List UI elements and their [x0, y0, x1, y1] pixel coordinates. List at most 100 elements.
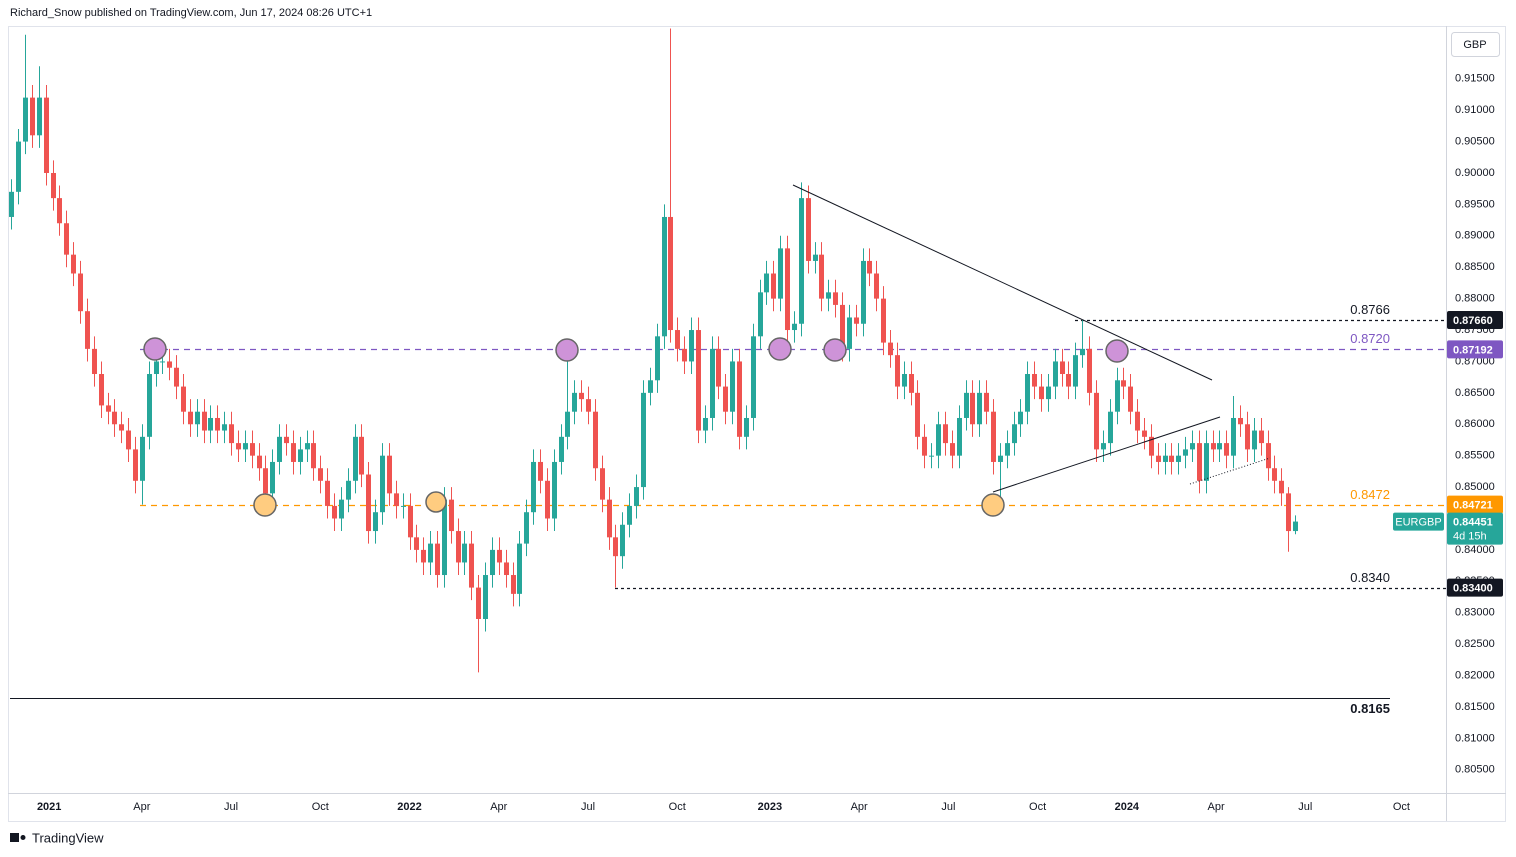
candle-body	[861, 260, 866, 324]
x-tick-label: Jul	[581, 801, 595, 813]
candle-body	[1238, 417, 1243, 425]
candle-body	[881, 298, 886, 343]
candle-body	[998, 455, 1003, 462]
candle-body	[1217, 443, 1222, 450]
candle-body	[675, 330, 680, 349]
candle-body	[689, 330, 694, 362]
candle-body	[1272, 468, 1277, 481]
candle-body	[792, 323, 797, 331]
x-tick-label: Oct	[1393, 801, 1410, 813]
candle-body	[133, 449, 138, 481]
candle-body	[943, 424, 948, 444]
candle-body	[854, 317, 859, 324]
candle-body	[1012, 424, 1017, 444]
candle-body	[1286, 493, 1291, 532]
candle-body	[469, 543, 474, 588]
price-tag-label: 0.83400	[1453, 582, 1493, 594]
candle-body	[511, 575, 516, 594]
touch-marker	[555, 338, 579, 362]
candle-body	[764, 273, 769, 293]
y-tick-label: 0.85500	[1455, 450, 1495, 462]
footer: TradingView	[32, 830, 104, 845]
candle-body	[1087, 348, 1092, 393]
candle-body	[758, 292, 763, 337]
candle-body	[456, 531, 461, 563]
candle-body	[586, 399, 591, 412]
candle-body	[421, 549, 426, 563]
x-tick-label: Apr	[490, 801, 507, 813]
candle-body	[813, 254, 818, 261]
candle-body	[545, 480, 550, 519]
candle-body	[9, 191, 14, 217]
level-label: 0.8766	[1350, 302, 1390, 317]
candle-body	[833, 292, 838, 305]
candle-body	[195, 411, 200, 425]
candle-body	[483, 575, 488, 619]
x-tick-label: 2023	[758, 801, 782, 813]
candle-body	[751, 336, 756, 418]
candle-body	[263, 468, 268, 494]
drawings	[10, 319, 1446, 699]
x-tick-label: Jul	[941, 801, 955, 813]
candle-body	[1080, 348, 1085, 356]
candle-body	[922, 436, 927, 456]
candle-body	[112, 411, 117, 425]
x-tick-label: Jul	[224, 801, 238, 813]
candle-body	[1149, 436, 1154, 456]
candle-body	[957, 417, 962, 456]
candle-body	[1115, 380, 1120, 412]
candle-body	[552, 461, 557, 519]
candle-body	[888, 342, 893, 356]
candle-body	[325, 480, 330, 506]
candle-body	[504, 562, 509, 576]
candle-body	[1163, 455, 1168, 462]
y-tick-label: 0.88000	[1455, 293, 1495, 305]
candle-body	[620, 524, 625, 557]
y-tick-label: 0.90500	[1455, 135, 1495, 147]
y-tick-label: 0.82500	[1455, 638, 1495, 650]
trend-line	[792, 184, 1213, 381]
touch-marker	[143, 337, 167, 361]
trend-line	[992, 416, 1221, 493]
candle-body	[428, 543, 433, 563]
candle-body	[744, 417, 749, 437]
last-price-tag	[1447, 512, 1503, 545]
candle-body	[119, 424, 124, 431]
symbol-tag	[1393, 512, 1444, 531]
candle-body	[497, 549, 502, 563]
candle-body	[1231, 417, 1236, 456]
last-price-label: 0.84451	[1453, 516, 1493, 528]
candle-body	[950, 443, 955, 456]
candle-body	[1279, 480, 1284, 494]
candle-body	[435, 543, 440, 576]
candle-body	[517, 543, 522, 594]
candle-body	[277, 436, 282, 462]
candle-body	[559, 436, 564, 462]
candle-body	[380, 455, 385, 513]
candle-body	[648, 380, 653, 393]
y-tick-label: 0.83000	[1455, 607, 1495, 619]
candle-body	[970, 392, 975, 425]
candle-body	[1252, 430, 1257, 450]
y-tick-label: 0.84000	[1455, 544, 1495, 556]
y-tick-label: 0.85000	[1455, 481, 1495, 493]
x-tick-label: Oct	[1029, 801, 1046, 813]
candle-body	[1018, 411, 1023, 425]
candle-body	[778, 248, 783, 299]
price-tag	[1447, 310, 1503, 329]
candle-body	[188, 411, 193, 425]
y-tick-label: 0.90000	[1455, 167, 1495, 179]
candle-body	[353, 436, 358, 481]
currency[interactable]: GBP	[1463, 39, 1486, 51]
candle-body	[1073, 355, 1078, 387]
candle-body	[359, 436, 364, 475]
candle-body	[716, 348, 721, 387]
level-label: 0.8165	[1350, 701, 1390, 716]
x-tick-label: Oct	[312, 801, 329, 813]
candle-body	[1259, 430, 1264, 444]
candle-body	[799, 198, 804, 324]
candle-body	[984, 392, 989, 412]
currency-button[interactable]	[1451, 32, 1500, 57]
x-tick-label: 2024	[1115, 801, 1140, 813]
